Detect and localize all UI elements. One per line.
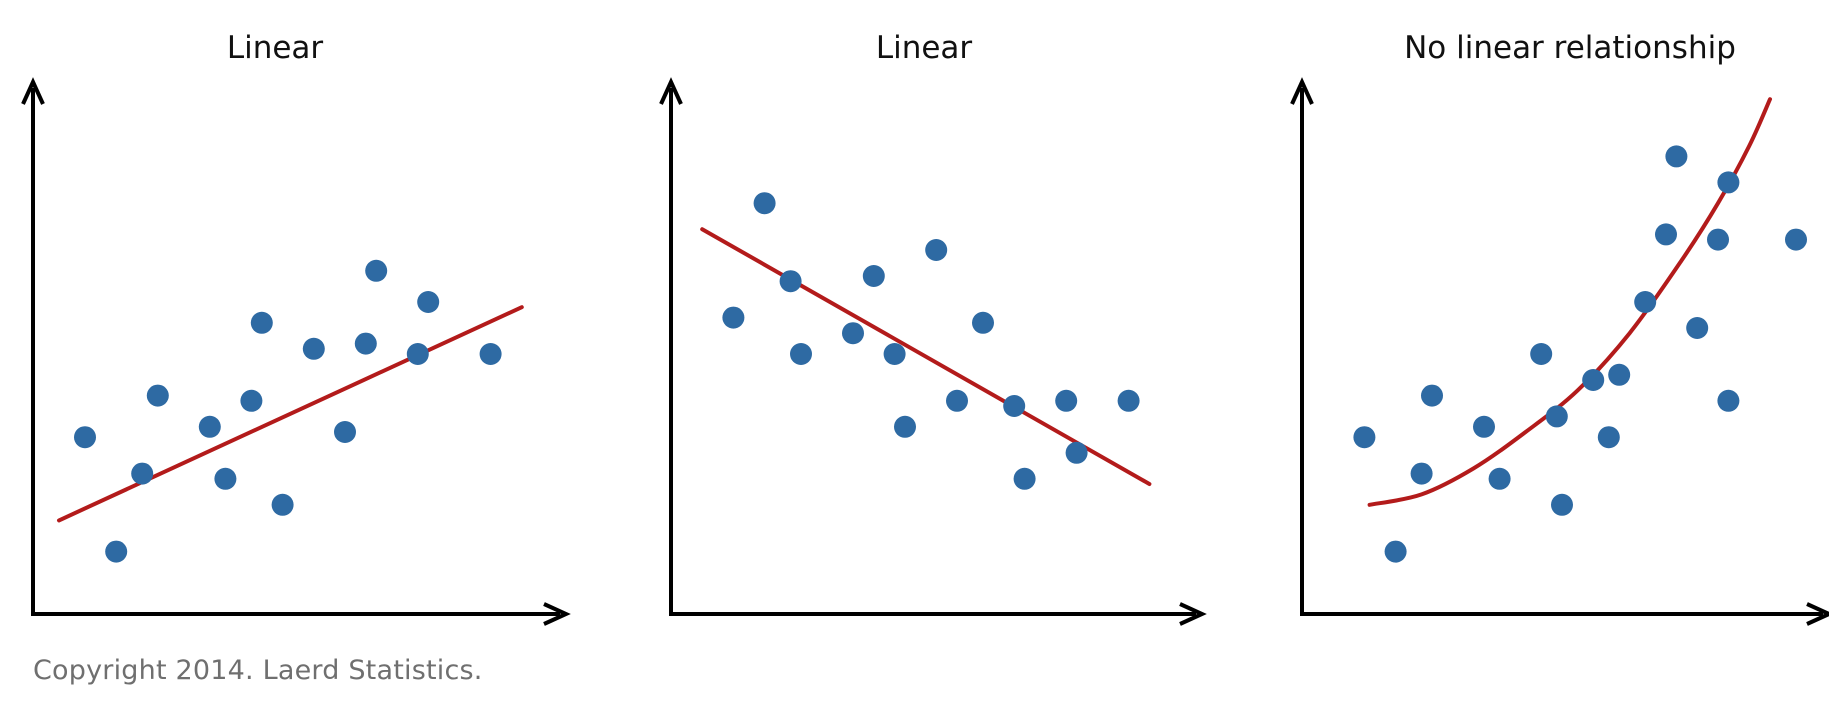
data-point — [365, 259, 388, 282]
data-point — [1065, 441, 1088, 464]
data-point — [883, 343, 906, 365]
data-point — [1421, 384, 1443, 407]
data-point — [354, 332, 377, 355]
data-point — [1717, 171, 1740, 194]
data-point — [862, 265, 885, 287]
data-point — [1117, 389, 1140, 412]
data-point — [105, 540, 128, 563]
data-point — [131, 462, 154, 485]
data-point — [1717, 389, 1740, 412]
chart-title-3: No linear relationship — [1404, 30, 1736, 66]
data-point — [1608, 363, 1631, 386]
data-point — [722, 306, 745, 329]
data-point — [1785, 228, 1807, 251]
data-point — [1473, 415, 1495, 438]
data-point — [753, 192, 776, 215]
data-point — [1634, 291, 1657, 313]
chart-title-2: Linear — [876, 30, 973, 66]
fit-line — [700, 227, 1152, 486]
x-axis-arrowhead — [1179, 602, 1207, 626]
y-axis-arrowhead — [21, 77, 45, 105]
data-point — [972, 311, 994, 334]
y-axis-arrowhead — [1290, 77, 1314, 105]
data-point — [946, 389, 968, 412]
data-point — [1055, 389, 1078, 412]
data-point — [250, 311, 273, 334]
data-point — [1655, 223, 1677, 246]
fit-line — [57, 305, 524, 523]
data-point — [925, 239, 948, 261]
data-point — [1488, 467, 1511, 490]
chart-panel-3: No linear relationship — [1290, 30, 1829, 626]
data-point — [1665, 145, 1688, 168]
data-point — [406, 343, 429, 365]
data-point — [1353, 426, 1376, 449]
chart-panel-2: Linear — [659, 30, 1207, 626]
data-point — [1530, 343, 1553, 365]
y-axis-arrowhead — [659, 77, 683, 105]
data-point — [1013, 467, 1036, 490]
data-point — [1597, 426, 1620, 449]
data-point — [1384, 540, 1407, 563]
data-point — [302, 337, 325, 360]
data-point — [1003, 395, 1026, 417]
data-point — [74, 426, 96, 449]
data-point — [779, 270, 802, 293]
data-point — [1707, 228, 1729, 251]
data-point — [214, 467, 237, 490]
data-point — [842, 322, 864, 345]
data-point — [334, 421, 356, 443]
data-point — [1551, 493, 1573, 516]
data-point — [1545, 405, 1568, 428]
data-point — [1582, 369, 1605, 391]
chart-panel-1: Linear — [21, 30, 571, 626]
data-point — [198, 415, 221, 438]
copyright-notice: Copyright 2014. Laerd Statistics. — [33, 655, 483, 686]
data-point — [240, 389, 263, 412]
data-point — [479, 343, 502, 365]
data-point — [417, 291, 440, 313]
data-point — [1410, 462, 1433, 485]
x-axis-arrowhead — [543, 602, 571, 626]
data-point — [271, 493, 294, 516]
chart-title-1: Linear — [227, 30, 324, 66]
data-point — [894, 415, 916, 438]
x-axis-arrowhead — [1806, 602, 1829, 626]
data-point — [146, 384, 169, 407]
data-point — [790, 343, 812, 365]
data-point — [1686, 317, 1709, 339]
